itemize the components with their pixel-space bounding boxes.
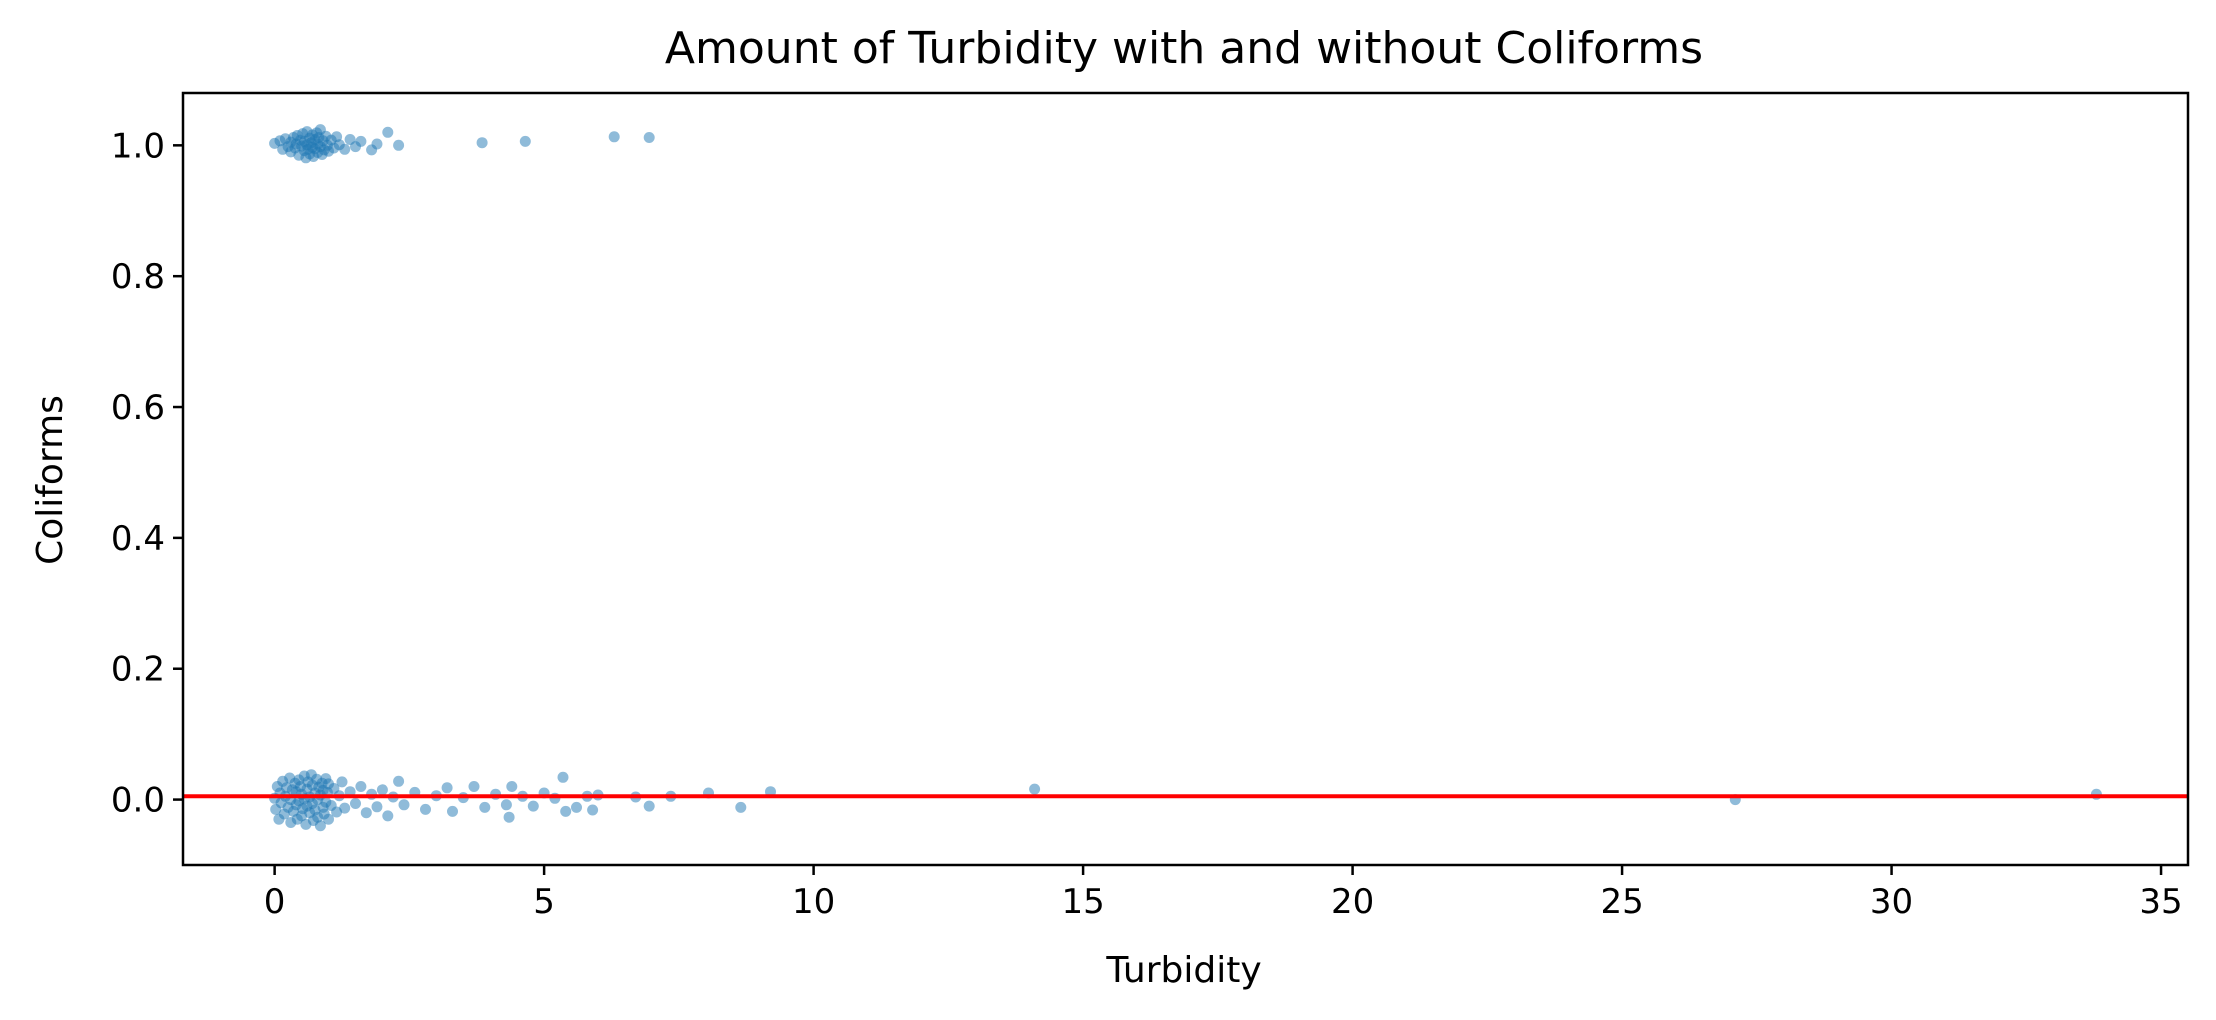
data-point [1029, 783, 1041, 795]
data-point [500, 799, 512, 811]
data-point [447, 805, 458, 817]
data-point [587, 804, 599, 816]
data-point [643, 800, 655, 812]
data-point [323, 813, 334, 825]
x-axis-label: Turbidity [1105, 950, 1261, 991]
x-axis: 0 5 10 15 20 25 30 35 [264, 865, 2183, 922]
data-point [360, 807, 372, 819]
data-point [571, 801, 582, 813]
data-point [735, 801, 747, 813]
data-point [503, 811, 515, 823]
data-point [339, 143, 351, 155]
x-tick-label: 5 [533, 882, 555, 922]
data-point [376, 784, 388, 796]
data-point [476, 137, 488, 149]
x-tick-label: 30 [1870, 882, 1913, 922]
data-point [371, 138, 383, 150]
data-point [382, 126, 394, 138]
y-tick-label: 0.2 [111, 650, 165, 690]
y-tick-label: 1.0 [111, 126, 165, 166]
data-point [479, 801, 491, 813]
data-point [468, 781, 480, 792]
data-point [314, 820, 326, 832]
data-point [355, 135, 367, 147]
data-point [506, 781, 518, 792]
x-tick-label: 15 [1061, 882, 1104, 922]
y-tick-label: 0.0 [111, 781, 165, 821]
chart-title: Amount of Turbidity with and without Col… [665, 23, 1703, 74]
x-tick-label: 20 [1331, 882, 1374, 922]
data-point [557, 771, 569, 783]
y-axis-label: Coliforms [30, 395, 71, 565]
plot-frame [181, 91, 2190, 867]
data-point [420, 803, 431, 815]
data-points-layer [269, 124, 2102, 832]
data-point [371, 801, 383, 813]
data-point [608, 131, 620, 143]
data-point [393, 139, 405, 151]
y-tick-label: 0.8 [111, 257, 165, 297]
data-point [350, 798, 361, 809]
data-point [643, 132, 655, 143]
data-point [398, 799, 410, 811]
y-tick-label: 0.6 [111, 388, 165, 428]
plot-area [183, 124, 2188, 832]
x-tick-label: 0 [264, 882, 286, 922]
y-axis: 0.0 0.2 0.4 0.6 0.8 1.0 [111, 126, 183, 821]
x-tick-label: 10 [792, 882, 835, 922]
data-point [441, 782, 453, 794]
data-point [355, 781, 367, 792]
x-tick-label: 35 [2139, 882, 2182, 922]
data-point [519, 135, 531, 147]
data-point [339, 802, 351, 814]
data-point [560, 805, 572, 817]
x-tick-label: 25 [1600, 882, 1643, 922]
data-point [393, 775, 405, 787]
data-point [336, 776, 348, 788]
y-tick-label: 0.4 [111, 519, 165, 559]
data-point [527, 800, 539, 812]
data-point [382, 810, 394, 822]
